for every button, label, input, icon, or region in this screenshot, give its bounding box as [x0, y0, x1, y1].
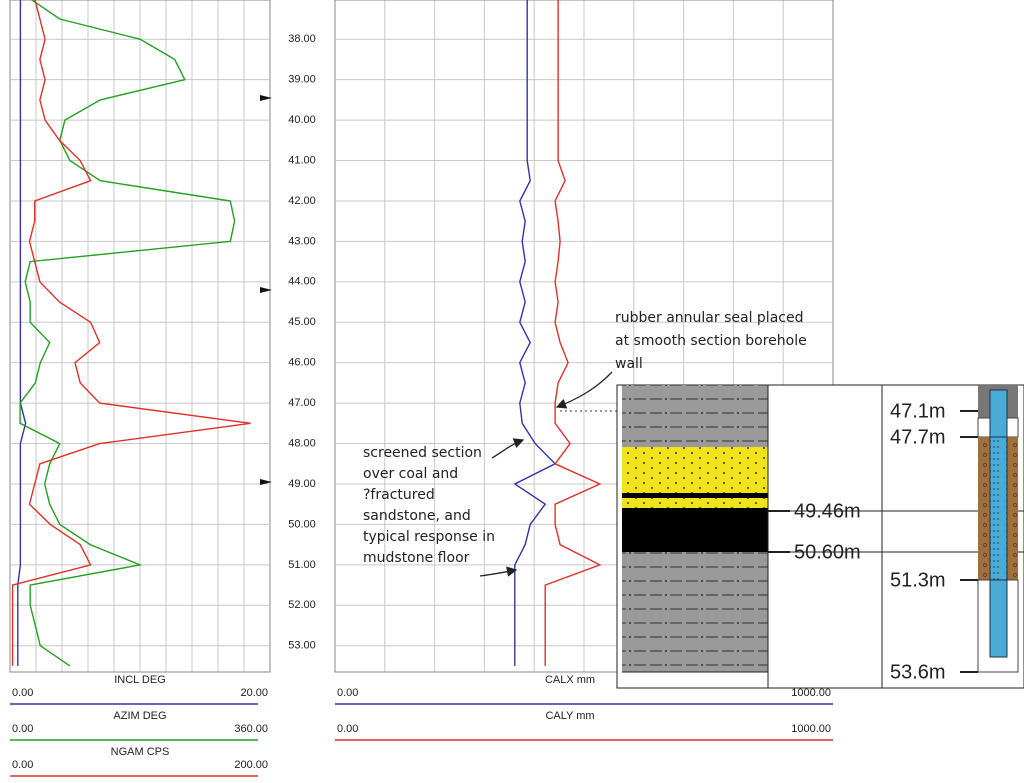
- annotation: at smooth section borehole: [615, 333, 807, 349]
- depth-tick-label: 53.00: [288, 640, 316, 652]
- depth-label: 53.6m: [890, 661, 946, 683]
- scale-label: 1000.00: [791, 687, 831, 699]
- sandstone: [622, 498, 768, 508]
- scale-label: 0.00: [12, 723, 33, 735]
- scale-label: 360.00: [234, 723, 268, 735]
- depth-label: 47.7m: [890, 426, 946, 448]
- annotation: mudstone floor: [363, 550, 470, 566]
- depth-tick-label: 42.00: [288, 195, 316, 207]
- curve: [515, 0, 555, 666]
- depth-tick-label: 52.00: [288, 599, 316, 611]
- curve: [20, 0, 235, 666]
- curve: [18, 0, 26, 666]
- scale-label: 0.00: [337, 687, 358, 699]
- curve: [545, 0, 600, 666]
- depth-tick-label: 49.00: [288, 478, 316, 490]
- scale-label: 0.00: [12, 759, 33, 771]
- arrow: [492, 440, 523, 458]
- curve-name: INCL DEG: [114, 674, 166, 686]
- well-log-figure: 49.46m 50.60m 47.1m 47.7m 51.3m 53.6m 38…: [0, 0, 1024, 783]
- coal: [622, 508, 768, 552]
- depth-tick-label: 48.00: [288, 437, 316, 449]
- screen: [990, 437, 1007, 580]
- curve-name: CALX mm: [545, 674, 595, 686]
- depth-label: 50.60m: [794, 541, 861, 563]
- inset: 49.46m 50.60m 47.1m 47.7m 51.3m 53.6m: [617, 385, 1024, 688]
- annotation: wall: [615, 356, 643, 372]
- depth-tick-label: 45.00: [288, 316, 316, 328]
- depth-tick-label: 43.00: [288, 235, 316, 247]
- depth-tick-label: 46.00: [288, 357, 316, 369]
- depth-tick-label: 38.00: [288, 33, 316, 45]
- annotation: typical response in: [363, 529, 495, 545]
- annotation: rubber annular seal placed: [615, 310, 803, 326]
- depth-tick-label: 44.00: [288, 276, 316, 288]
- depth-tick-label: 51.00: [288, 559, 316, 571]
- depth-tick-label: 39.00: [288, 74, 316, 86]
- annotation: sandstone, and: [363, 508, 471, 524]
- scale-label: 200.00: [234, 759, 268, 771]
- depth-tick-label: 50.00: [288, 518, 316, 530]
- curve-name: NGAM CPS: [111, 746, 170, 758]
- shale: [622, 385, 768, 447]
- arrow: [480, 570, 516, 576]
- shale: [622, 552, 768, 672]
- depth-label: 51.3m: [890, 569, 946, 591]
- annotation: ?fractured: [363, 487, 435, 503]
- depth-label: 49.46m: [794, 500, 861, 522]
- curve-name: CALY mm: [545, 710, 594, 722]
- scale-label: 20.00: [240, 687, 268, 699]
- sandstone: [622, 447, 768, 493]
- depth-tick-label: 40.00: [288, 114, 316, 126]
- depth-tick-label: 41.00: [288, 154, 316, 166]
- scale-label: 0.00: [12, 687, 33, 699]
- depth-label: 47.1m: [890, 400, 946, 422]
- annotation: screened section: [363, 445, 482, 461]
- scale-label: 0.00: [337, 723, 358, 735]
- depth-tick-label: 47.00: [288, 397, 316, 409]
- scale-label: 1000.00: [791, 723, 831, 735]
- coal: [622, 493, 768, 498]
- annotation: over coal and: [363, 466, 458, 482]
- curve-name: AZIM DEG: [113, 710, 166, 722]
